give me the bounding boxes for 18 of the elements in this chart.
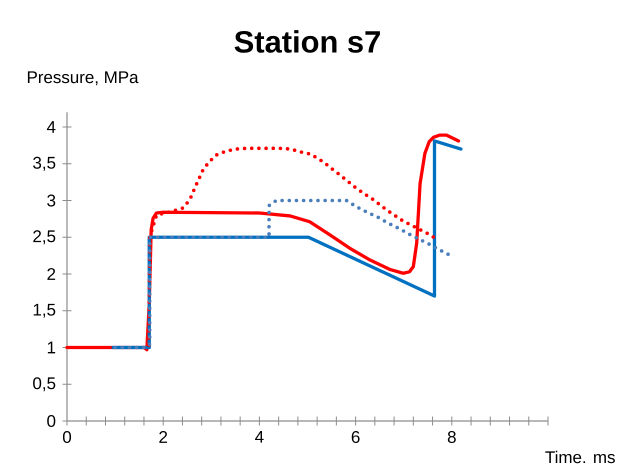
y-axis-title: Pressure, MPa bbox=[28, 71, 139, 86]
y-tick-label: 2,5 bbox=[33, 230, 56, 244]
y-tick-label: 2 bbox=[47, 268, 56, 280]
x-tick-label: 8 bbox=[448, 431, 456, 444]
x-tick-label: 0 bbox=[62, 431, 72, 444]
chart-title: Station s7 bbox=[234, 30, 380, 53]
y-tick-label: 3,5 bbox=[33, 156, 56, 171]
y-tick-label: 1 bbox=[48, 342, 56, 354]
y-tick-label: 0 bbox=[47, 415, 56, 427]
y-tick-label: 4 bbox=[46, 121, 56, 133]
y-tick-label: 0,5 bbox=[33, 377, 56, 392]
y-tick-label: 3 bbox=[47, 194, 56, 206]
line-series bbox=[113, 198, 453, 350]
x-tick-label: 4 bbox=[255, 431, 264, 443]
x-axis-title: Time. ms bbox=[545, 450, 615, 464]
x-tick-label: 2 bbox=[159, 431, 168, 443]
y-tick-label: 1,5 bbox=[34, 304, 56, 318]
x-tick-label: 6 bbox=[352, 431, 360, 444]
